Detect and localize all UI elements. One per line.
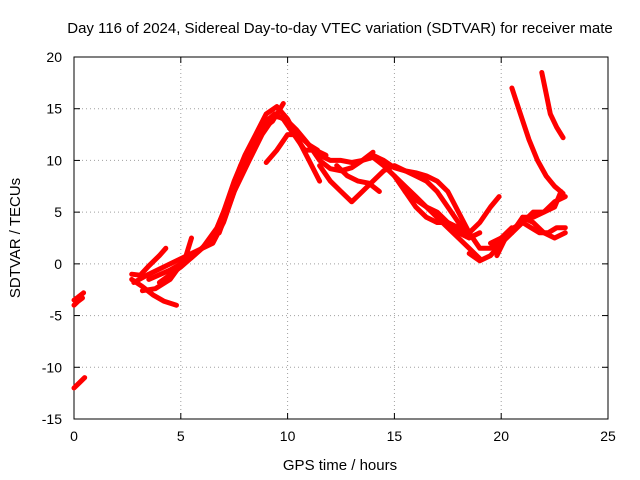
x-tick-label: 10 <box>280 428 296 444</box>
series-line-track-20 <box>494 220 568 259</box>
series-line-track-15 <box>370 152 515 251</box>
x-axis-label: GPS time / hours <box>283 457 397 474</box>
series-line-track-6 <box>139 235 194 294</box>
chart-title: Day 116 of 2024, Sidereal Day-to-day VTE… <box>67 20 613 37</box>
y-axis-label: SDTVAR / TECUs <box>7 178 24 298</box>
series-line-track-5 <box>129 245 169 278</box>
x-tick-label: 25 <box>600 428 616 444</box>
series-line-track-14 <box>334 163 382 194</box>
data-series <box>71 70 568 391</box>
grid-lines <box>74 57 608 419</box>
series-line-track-21 <box>520 189 564 220</box>
y-tick-label: 20 <box>46 49 62 65</box>
series-line-track-17 <box>402 189 483 241</box>
y-tick-label: 10 <box>46 152 62 168</box>
y-tick-label: -10 <box>42 359 62 375</box>
series-line-track-23 <box>539 70 566 141</box>
axis-ticks: 0 5 10 15 20 25 -15 -10 -5 0 5 10 15 20 <box>42 49 616 444</box>
plot-frame <box>73 56 609 420</box>
x-tick-label: 0 <box>70 428 78 444</box>
x-tick-label: 20 <box>493 428 509 444</box>
x-tick-label: 5 <box>177 428 185 444</box>
y-tick-label: -5 <box>50 308 63 324</box>
y-tick-label: 15 <box>46 101 62 117</box>
series-line-track-22 <box>509 85 566 196</box>
series-line-track-10 <box>216 113 320 236</box>
series-line-track-11 <box>263 132 376 174</box>
series-line-track-4 <box>129 276 179 308</box>
x-tick-label: 15 <box>387 428 403 444</box>
series-line-track-2 <box>71 290 87 303</box>
series-line-track-3 <box>71 295 85 308</box>
y-tick-label: -15 <box>42 411 62 427</box>
y-tick-label: 5 <box>54 204 62 220</box>
y-tick-label: 0 <box>54 256 62 272</box>
series-line-track-1 <box>71 375 88 391</box>
